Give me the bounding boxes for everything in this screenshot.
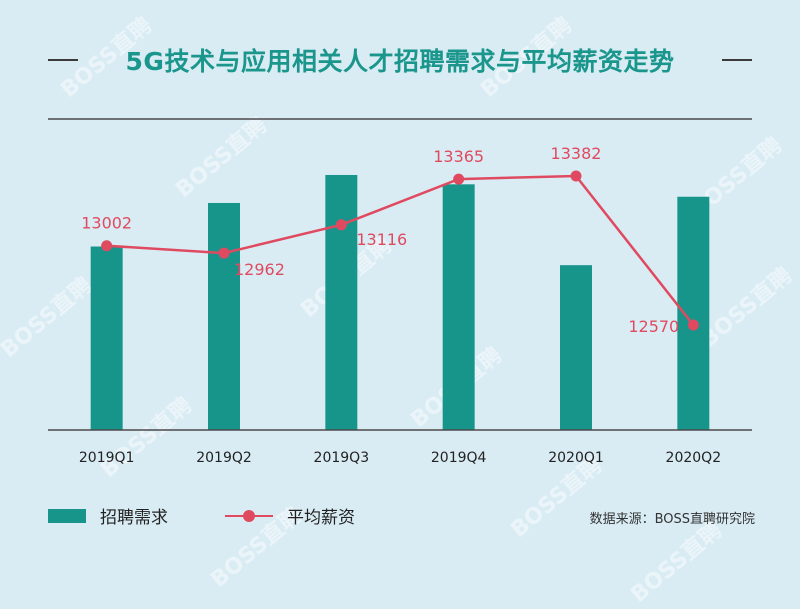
salary-label: 13002 bbox=[81, 214, 132, 233]
title-dash-right bbox=[722, 59, 752, 61]
x-tick-label: 2019Q3 bbox=[314, 450, 370, 466]
salary-label: 13116 bbox=[356, 230, 407, 249]
salary-point-2019Q2 bbox=[218, 247, 230, 259]
salary-label: 13382 bbox=[551, 144, 602, 163]
salary-point-2019Q3 bbox=[335, 219, 347, 231]
salary-point-2019Q1 bbox=[101, 240, 113, 252]
legend-line-swatch bbox=[225, 509, 273, 523]
x-tick-label: 2020Q2 bbox=[666, 450, 722, 466]
source-note: 数据来源：BOSS直聘研究院 bbox=[589, 512, 755, 527]
legend: 招聘需求 平均薪资 bbox=[0, 503, 800, 533]
legend-label-bars: 招聘需求 bbox=[100, 508, 168, 528]
legend-bar-swatch bbox=[48, 508, 86, 523]
salary-point-2020Q2 bbox=[687, 319, 699, 331]
salary-point-2019Q4 bbox=[453, 173, 465, 185]
salary-label: 13365 bbox=[433, 147, 484, 166]
bar-2020Q2 bbox=[677, 196, 710, 430]
bar-2019Q3 bbox=[325, 174, 358, 430]
x-tick-labels: 2019Q1 2019Q2 2019Q3 2019Q4 2020Q1 2020Q2 bbox=[79, 450, 721, 466]
salary-line bbox=[106, 174, 695, 326]
bar-group bbox=[90, 174, 710, 430]
chart: 2019Q1 2019Q2 2019Q3 2019Q4 2020Q1 2020Q2 130… bbox=[48, 118, 752, 466]
title-dash-left bbox=[48, 59, 78, 61]
bar-2019Q2 bbox=[208, 202, 240, 430]
salary-label: 12570 bbox=[628, 317, 679, 336]
x-tick-label: 2019Q4 bbox=[431, 450, 487, 466]
legend-label-line: 平均薪资 bbox=[287, 508, 355, 528]
chart-title: 5G技术与应用相关人才招聘需求与平均薪资走势 bbox=[125, 47, 675, 76]
title-row: 5G技术与应用相关人才招聘需求与平均薪资走势 bbox=[0, 40, 800, 80]
salary-point-2020Q1 bbox=[570, 170, 582, 182]
x-tick-label: 2020Q1 bbox=[548, 450, 604, 466]
legend-item-line: 平均薪资 bbox=[225, 503, 355, 528]
x-tick-label: 2019Q2 bbox=[196, 450, 252, 466]
line-series: 13002 12962 13116 13365 13382 12570 bbox=[81, 144, 699, 336]
bar-2019Q1 bbox=[90, 246, 123, 430]
bar-2019Q4 bbox=[442, 184, 475, 430]
legend-item-bars: 招聘需求 bbox=[48, 503, 168, 528]
x-tick-label: 2019Q1 bbox=[79, 450, 135, 466]
bar-2020Q1 bbox=[560, 265, 592, 430]
salary-label: 12962 bbox=[234, 260, 285, 279]
